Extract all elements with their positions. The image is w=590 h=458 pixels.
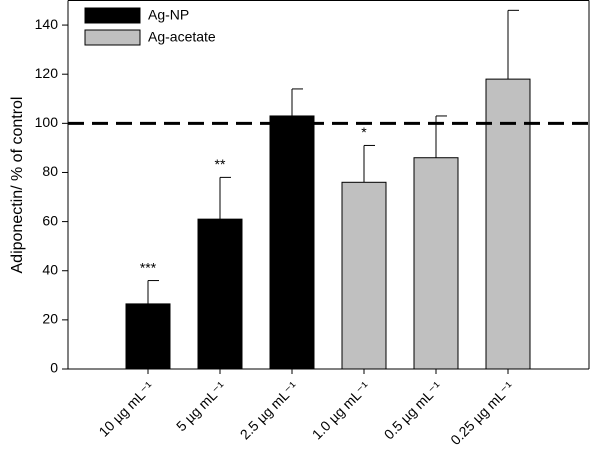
bar bbox=[197, 218, 243, 370]
significance-label: ** bbox=[215, 156, 226, 172]
legend-swatch bbox=[84, 7, 141, 24]
x-tick-label: 2.5 µg mL⁻¹ bbox=[237, 378, 301, 442]
bar bbox=[485, 78, 531, 370]
legend-swatch bbox=[84, 29, 141, 46]
bar bbox=[413, 157, 459, 370]
y-tick-label: 20 bbox=[42, 311, 58, 327]
y-tick-label: 40 bbox=[42, 261, 58, 277]
significance-label: * bbox=[361, 124, 367, 140]
x-tick-label: 10 µg mL⁻¹ bbox=[95, 378, 157, 440]
y-tick-label: 100 bbox=[35, 114, 59, 130]
legend-label: Ag-NP bbox=[148, 7, 189, 23]
y-tick-label: 140 bbox=[35, 16, 59, 32]
x-tick-label: 0.5 µg mL⁻¹ bbox=[381, 378, 445, 442]
y-tick-label: 120 bbox=[35, 65, 59, 81]
legend-label: Ag-acetate bbox=[148, 29, 216, 45]
y-axis-label: Adiponectin/ % of control bbox=[9, 97, 26, 274]
bar bbox=[125, 303, 171, 370]
y-tick-label: 80 bbox=[42, 163, 58, 179]
x-tick-label: 1.0 µg mL⁻¹ bbox=[309, 378, 373, 442]
y-tick-label: 0 bbox=[50, 360, 58, 376]
bar bbox=[341, 181, 387, 370]
x-tick-label: 5 µg mL⁻¹ bbox=[173, 378, 229, 434]
x-tick-label: 0.25 µg mL⁻¹ bbox=[447, 378, 517, 448]
bar bbox=[269, 115, 315, 370]
y-tick-label: 60 bbox=[42, 212, 58, 228]
significance-label: *** bbox=[140, 259, 157, 275]
